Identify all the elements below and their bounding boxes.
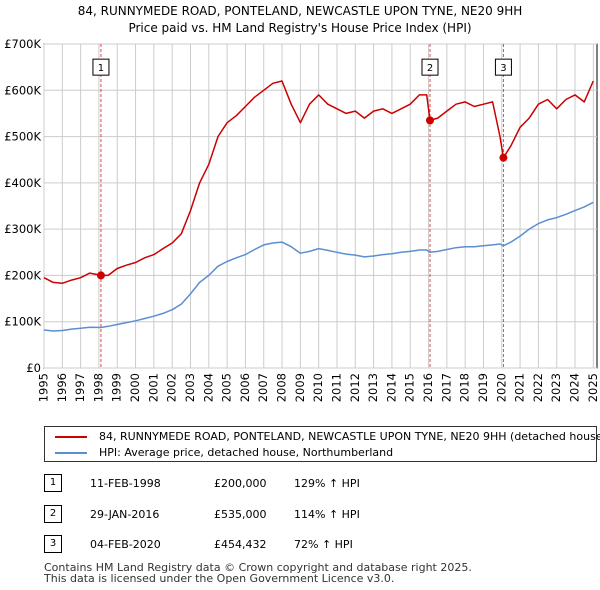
chart-title-line: 84, RUNNYMEDE ROAD, PONTELAND, NEWCASTLE…: [77, 4, 523, 18]
x-tick-label: 2024: [568, 373, 582, 402]
sale-marker-box: [421, 58, 439, 76]
series-line: [43, 201, 594, 332]
y-tick-label: £200K: [4, 268, 41, 282]
series-line: [43, 80, 594, 285]
x-tick-label: 2023: [549, 373, 563, 402]
sale-marker-label: 2: [427, 63, 433, 74]
sale-marker-3: 3: [44, 535, 62, 553]
footer-licence: This data is licensed under the Open Gov…: [44, 572, 395, 585]
legend-item-property: 84, RUNNYMEDE ROAD, PONTELAND, NEWCASTLE…: [55, 430, 600, 444]
sale-marker-boxes: 1 2 3: [92, 58, 512, 76]
sale-marker-2: 2: [44, 505, 62, 523]
footer: Contains HM Land Registry data © Crown c…: [44, 562, 472, 584]
sale-point: [96, 271, 105, 280]
sale-row-2: 2 29-JAN-2016 £535,000 114% ↑ HPI: [44, 505, 444, 523]
y-tick-label: £600K: [4, 83, 41, 97]
legend-swatch-hpi: [55, 452, 87, 454]
x-tick-label: 2003: [183, 373, 197, 402]
x-tick-label: 2006: [238, 373, 252, 402]
sale-date-2: 29-JAN-2016: [90, 508, 160, 521]
x-tick-label: 2015: [403, 373, 417, 402]
y-tick-label: £300K: [4, 222, 41, 236]
sale-marker-label: 1: [98, 63, 104, 74]
sale-price-1: £200,000: [214, 477, 267, 490]
x-tick-label: 2008: [275, 373, 289, 402]
sale-marker-1: 1: [44, 474, 62, 492]
sale-date-3: 04-FEB-2020: [90, 538, 161, 551]
x-tick-label: 2016: [421, 373, 435, 402]
x-tick-label: 1999: [110, 373, 124, 402]
sale-hpi-3: 72% ↑ HPI: [294, 538, 353, 551]
sale-marker-box: [494, 58, 512, 76]
x-tick-label: 2009: [293, 373, 307, 402]
legend-swatch-property: [55, 436, 87, 438]
chart-title: 84, RUNNYMEDE ROAD, PONTELAND, NEWCASTLE…: [0, 3, 600, 37]
x-tick-label: 2005: [220, 373, 234, 402]
x-tick-label: 2001: [146, 373, 160, 402]
sale-point: [426, 116, 435, 125]
x-tick-label: 2004: [201, 373, 215, 402]
x-tick-label: 2002: [165, 373, 179, 402]
sale-hpi-1: 129% ↑ HPI: [294, 477, 360, 490]
x-tick-label: 2021: [513, 373, 527, 402]
plot-background: [43, 43, 598, 369]
x-tick-label: 2025: [586, 373, 600, 402]
series-lines: [43, 80, 594, 332]
price-chart: £0 £100K £200K £300K £400K £500K £600K £700K 199…: [4, 37, 600, 402]
sale-point: [499, 153, 508, 162]
legend-label-property: 84, RUNNYMEDE ROAD, PONTELAND, NEWCASTLE…: [99, 430, 600, 443]
x-tick-label: 1997: [73, 373, 87, 402]
x-tick-label: 1998: [91, 373, 105, 402]
y-tick-label: £0: [26, 361, 41, 375]
x-tick-label: 1996: [55, 373, 69, 402]
x-tick-label: 2020: [494, 373, 508, 402]
x-tick-label: 1995: [37, 373, 51, 402]
grid-lines: [43, 43, 597, 369]
x-tick-label: 2000: [128, 373, 142, 402]
sale-price-3: £454,432: [214, 538, 267, 551]
sale-date-1: 11-FEB-1998: [90, 477, 161, 490]
x-tick-label: 2014: [384, 373, 398, 402]
legend-item-hpi: HPI: Average price, detached house, Nort…: [55, 446, 393, 460]
axis-labels: £0 £100K £200K £300K £400K £500K £600K £700K 199…: [4, 37, 600, 402]
sale-price-2: £535,000: [214, 508, 267, 521]
x-tick-label: 2018: [458, 373, 472, 402]
y-tick-label: £100K: [4, 315, 41, 329]
y-tick-label: £700K: [4, 37, 41, 51]
sale-marker-label: 3: [500, 63, 506, 74]
legend-label-hpi: HPI: Average price, detached house, Nort…: [99, 446, 394, 459]
sale-vertical-lines: [100, 44, 504, 368]
sale-row-3: 3 04-FEB-2020 £454,432 72% ↑ HPI: [44, 535, 444, 553]
sale-hpi-2: 114% ↑ HPI: [294, 508, 360, 521]
x-tick-label: 2007: [256, 373, 270, 402]
footer-copyright: Contains HM Land Registry data © Crown c…: [44, 561, 472, 574]
sale-marker-box: [92, 58, 110, 76]
y-tick-label: £400K: [4, 176, 41, 190]
sale-row-1: 1 11-FEB-1998 £200,000 129% ↑ HPI: [44, 474, 444, 492]
legend: 84, RUNNYMEDE ROAD, PONTELAND, NEWCASTLE…: [44, 426, 600, 462]
y-tick-label: £500K: [4, 130, 41, 144]
x-tick-label: 2017: [439, 373, 453, 402]
x-tick-label: 2010: [311, 373, 325, 402]
x-tick-label: 2011: [329, 373, 343, 402]
x-tick-label: 2013: [366, 373, 380, 402]
sale-points: [96, 116, 508, 280]
x-tick-label: 2022: [531, 373, 545, 402]
chart-subtitle: Price paid vs. HM Land Registry's House …: [128, 21, 472, 35]
x-tick-label: 2019: [476, 373, 490, 402]
x-tick-label: 2012: [348, 373, 362, 402]
